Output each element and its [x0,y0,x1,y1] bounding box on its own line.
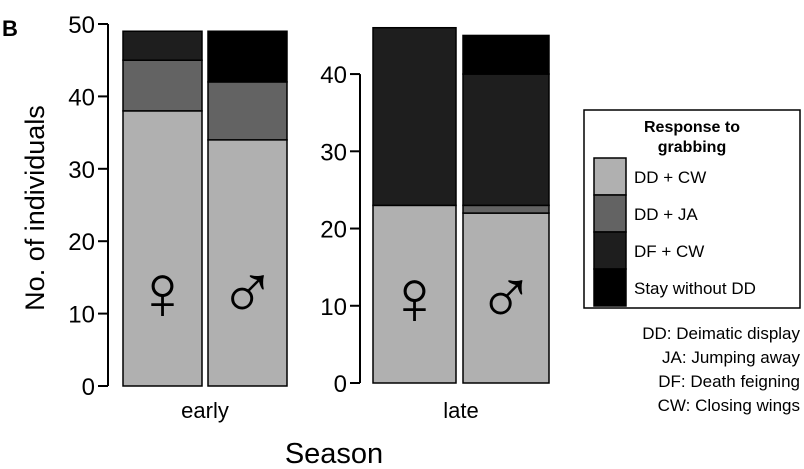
y-tick-label: 20 [320,217,347,244]
abbreviation-line: CW: Closing wings [658,396,800,415]
bar-segment-dd-ja-male [462,204,550,214]
legend-swatch-dd-cw [593,157,627,196]
legend-swatch-dd-ja [593,194,627,233]
abbreviation-line: DD: Deimatic display [642,324,800,343]
abbreviation-notes: DD: Deimatic display JA: Jumping away DF: … [642,324,800,415]
legend-label-dd-cw: DD + CW [634,168,706,187]
abbreviation-line: DF: Death feigning [658,372,800,391]
legend: Response to grabbing DD + CW DD + JA DF + … [583,109,801,309]
season-label-late: late [443,398,478,423]
y-tick-label: 20 [68,229,95,256]
y-tick-label: 10 [320,294,347,321]
y-tick-label: 10 [68,302,95,329]
y-tick-label: 30 [68,157,95,184]
sex-symbol-female: ♀ [385,253,444,341]
bar-segment-stay-without-dd-male [207,30,288,83]
y-tick-label: 30 [320,139,347,166]
bar-segment-dd-cw-female [372,204,457,384]
y-tick-label: 40 [68,84,95,111]
season-label-early: early [181,398,229,423]
panel-late: 0 10 20 30 40 ♀ ♂ late [320,26,550,423]
panel-label: B [2,16,18,41]
bar-segment-dd-ja-male [207,81,288,141]
bar-segment-dd-cw-female [122,110,203,387]
y-tick-label: 0 [334,371,347,398]
legend-label-stay-without-dd: Stay without DD [634,279,756,298]
y-axis-label: No. of individuals [20,105,50,311]
legend-label-dd-ja: DD + JA [634,205,698,224]
sex-symbol-male: ♂ [477,253,536,341]
legend-title-line1: Response to [644,119,740,136]
bar-segment-df-cw-female [122,30,203,61]
y-tick-label: 50 [68,12,95,39]
legend-label-df-cw: DF + CW [634,242,704,261]
sex-symbol-male: ♂ [218,248,277,336]
bar-segment-dd-cw-male [207,139,288,387]
bar-segment-df-cw-female [372,26,457,207]
y-tick-label: 0 [82,374,95,401]
legend-title-line2: grabbing [658,139,726,156]
x-axis-label: Season [285,438,383,469]
bar-segment-dd-cw-male [462,212,550,384]
abbreviation-line: JA: Jumping away [662,348,800,367]
panel-early: 0 10 20 30 40 50 ♀ ♂ early [68,12,288,423]
y-tick-label: 40 [320,62,347,89]
sex-symbol-female: ♀ [133,248,192,336]
bar-segment-df-cw-male [462,73,550,207]
bar-segment-dd-ja-female [122,59,203,112]
legend-swatch-stay-without-dd [593,268,627,307]
legend-swatch-df-cw [593,231,627,270]
bar-segment-stay-without-dd-male [462,34,550,75]
